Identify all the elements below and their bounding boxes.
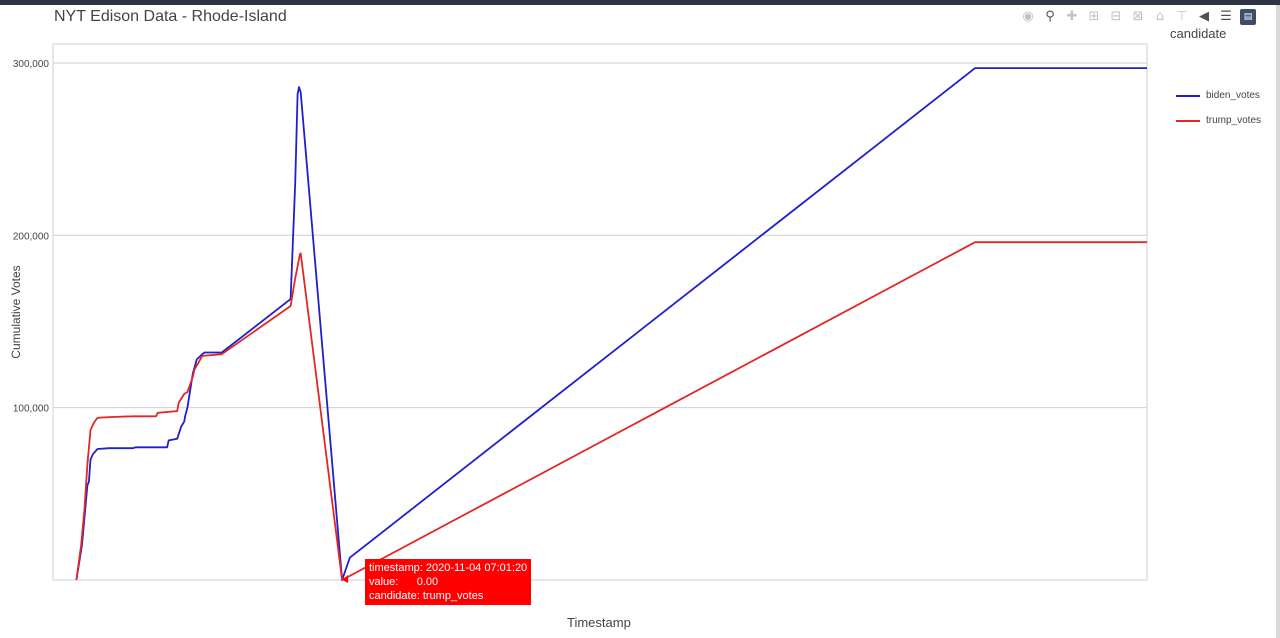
hover-closest-icon[interactable]: ◀	[1199, 9, 1209, 24]
hover-tooltip: timestamp: 2020-11-04 07:01:20 value: 0.…	[365, 559, 532, 605]
zoom-icon[interactable]: ⚲	[1045, 9, 1055, 24]
tooltip-timestamp: timestamp: 2020-11-04 07:01:20	[369, 562, 528, 574]
camera-icon[interactable]: ◉	[1022, 9, 1034, 24]
legend-item-trump[interactable]: trump_votes	[1176, 115, 1261, 126]
series-line-trump_votes[interactable]	[75, 241, 1147, 581]
autoscale-icon[interactable]: ⊠	[1132, 9, 1144, 24]
legend-item-biden[interactable]: biden_votes	[1176, 90, 1260, 101]
legend-title: candidate	[1170, 26, 1227, 41]
legend-label-trump: trump_votes	[1206, 115, 1262, 126]
plot-frame	[52, 43, 1148, 581]
plotly-modebar: ◉ ⚲ ✚ ⊞ ⊟ ⊠ ⌂ ⊤ ◀ ☰ ▤	[1020, 8, 1256, 26]
y-axis-label: Cumulative Votes	[9, 265, 23, 359]
reset-axes-icon[interactable]: ⌂	[1155, 9, 1165, 24]
tooltip-value: value: 0.00	[369, 576, 439, 588]
chart-title: NYT Edison Data - Rhode-Island	[54, 8, 287, 25]
x-axis-label: Timestamp	[567, 615, 631, 630]
legend-label-biden: biden_votes	[1206, 90, 1260, 101]
y-tick-label: 300,000	[13, 59, 50, 70]
y-tick-label: 200,000	[13, 231, 50, 242]
hover-compare-icon[interactable]: ☰	[1220, 9, 1232, 24]
zoom-out-icon[interactable]: ⊟	[1110, 9, 1122, 24]
zoom-in-icon[interactable]: ⊞	[1088, 9, 1100, 24]
tooltip-candidate: candidate: trump_votes	[369, 590, 484, 602]
series-line-biden_votes[interactable]	[75, 67, 1147, 581]
window-right-edge	[1276, 5, 1280, 638]
plotly-logo-icon[interactable]: ▤	[1240, 9, 1256, 25]
spike-lines-icon[interactable]: ⊤	[1176, 9, 1188, 24]
legend-swatch-biden	[1176, 94, 1200, 97]
y-tick-label: 100,000	[13, 404, 50, 415]
window-top-bar	[0, 0, 1280, 5]
pan-icon[interactable]: ✚	[1066, 9, 1078, 24]
legend-swatch-trump	[1176, 119, 1200, 122]
tooltip-pointer	[342, 575, 349, 583]
